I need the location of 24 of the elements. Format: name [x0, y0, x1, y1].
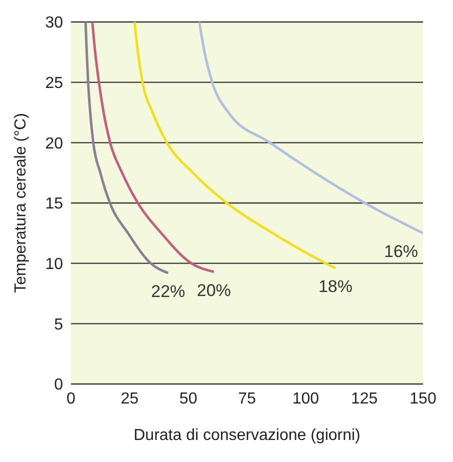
- x-tick-label: 25: [120, 390, 139, 408]
- y-tick-label: 20: [45, 135, 64, 152]
- x-tick-label: 50: [179, 390, 198, 408]
- line-series: [91, 22, 216, 274]
- series-label: 20%: [196, 280, 231, 300]
- x-tick-label: 75: [238, 390, 256, 408]
- line-series: [133, 22, 337, 270]
- x-tick-label: 125: [350, 390, 378, 408]
- y-tick-label: 30: [45, 14, 64, 32]
- series-label: 16%: [384, 242, 418, 262]
- x-tick-label: 150: [410, 390, 436, 408]
- series-label: 18%: [318, 277, 352, 296]
- y-tick-label: 25: [45, 75, 64, 92]
- series-label: 22%: [151, 282, 186, 301]
- y-tick-label: 10: [45, 256, 64, 274]
- y-tick-label: 15: [45, 196, 64, 213]
- x-tick-label: 0: [66, 390, 76, 408]
- y-axis-title: Temperatura cereale (°C): [12, 113, 30, 293]
- line-series: [198, 22, 423, 234]
- y-tick-label: 5: [54, 316, 64, 334]
- x-axis-title: Durata di conservazione (giorni): [134, 427, 360, 444]
- x-tick-label: 100: [292, 390, 320, 408]
- line-series: [84, 22, 170, 274]
- y-tick-label: 0: [54, 376, 64, 394]
